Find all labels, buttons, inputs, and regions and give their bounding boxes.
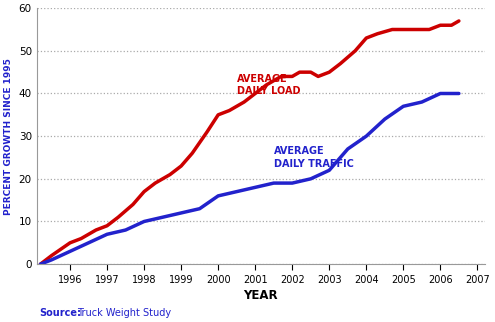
Text: Truck Weight Study: Truck Weight Study [77,308,171,318]
Text: AVERAGE
DAILY TRAFFIC: AVERAGE DAILY TRAFFIC [274,146,353,169]
Text: AVERAGE
DAILY LOAD: AVERAGE DAILY LOAD [237,74,300,96]
X-axis label: YEAR: YEAR [244,289,278,302]
Text: Source:: Source: [40,308,82,318]
Y-axis label: PERCENT GROWTH SINCE 1995: PERCENT GROWTH SINCE 1995 [4,58,13,214]
